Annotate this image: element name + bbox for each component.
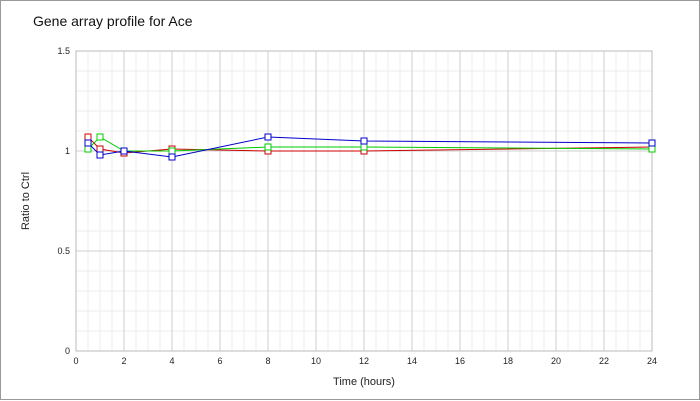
- data-point: [168, 153, 176, 161]
- x-tick-label: 0: [73, 356, 78, 366]
- x-tick-label: 14: [407, 356, 417, 366]
- data-point: [96, 151, 104, 159]
- data-point: [264, 143, 272, 151]
- data-point: [264, 133, 272, 141]
- series-layer: [84, 133, 656, 161]
- x-tick-label: 16: [455, 356, 465, 366]
- data-point: [96, 133, 104, 141]
- x-tick-label: 22: [599, 356, 609, 366]
- data-point: [360, 137, 368, 145]
- y-tick-label: 0.5: [57, 246, 70, 256]
- x-tick-label: 12: [359, 356, 369, 366]
- data-point: [96, 145, 104, 153]
- x-tick-label: 10: [311, 356, 321, 366]
- data-point: [84, 133, 92, 141]
- data-point: [648, 145, 656, 153]
- y-tick-label: 0: [65, 346, 70, 356]
- y-axis-label: Ratio to Ctrl: [20, 172, 32, 230]
- data-point: [120, 147, 128, 155]
- plot-area: [75, 50, 653, 352]
- chart-title: Gene array profile for Ace: [33, 13, 193, 29]
- x-tick-label: 8: [265, 356, 270, 366]
- x-tick-label: 6: [217, 356, 222, 366]
- data-point: [84, 145, 92, 153]
- data-point: [84, 139, 92, 147]
- x-tick-label: 24: [647, 356, 657, 366]
- series-3: [84, 133, 656, 161]
- x-tick-label: 4: [169, 356, 174, 366]
- y-axis-ticks: 0 0.5 1 1.5: [57, 46, 70, 356]
- y-tick-label: 1: [65, 146, 70, 156]
- y-tick-label: 1.5: [57, 46, 70, 56]
- data-point: [648, 139, 656, 147]
- x-tick-label: 2: [121, 356, 126, 366]
- x-axis-label: Time (hours): [333, 376, 395, 388]
- data-point: [168, 147, 176, 155]
- x-tick-label: 20: [551, 356, 561, 366]
- x-axis-ticks: 0 2 4 6 8 10 12 14 16 18 20 22 24: [73, 356, 657, 366]
- x-tick-label: 18: [503, 356, 513, 366]
- data-point: [360, 143, 368, 151]
- major-gridlines: [75, 50, 653, 352]
